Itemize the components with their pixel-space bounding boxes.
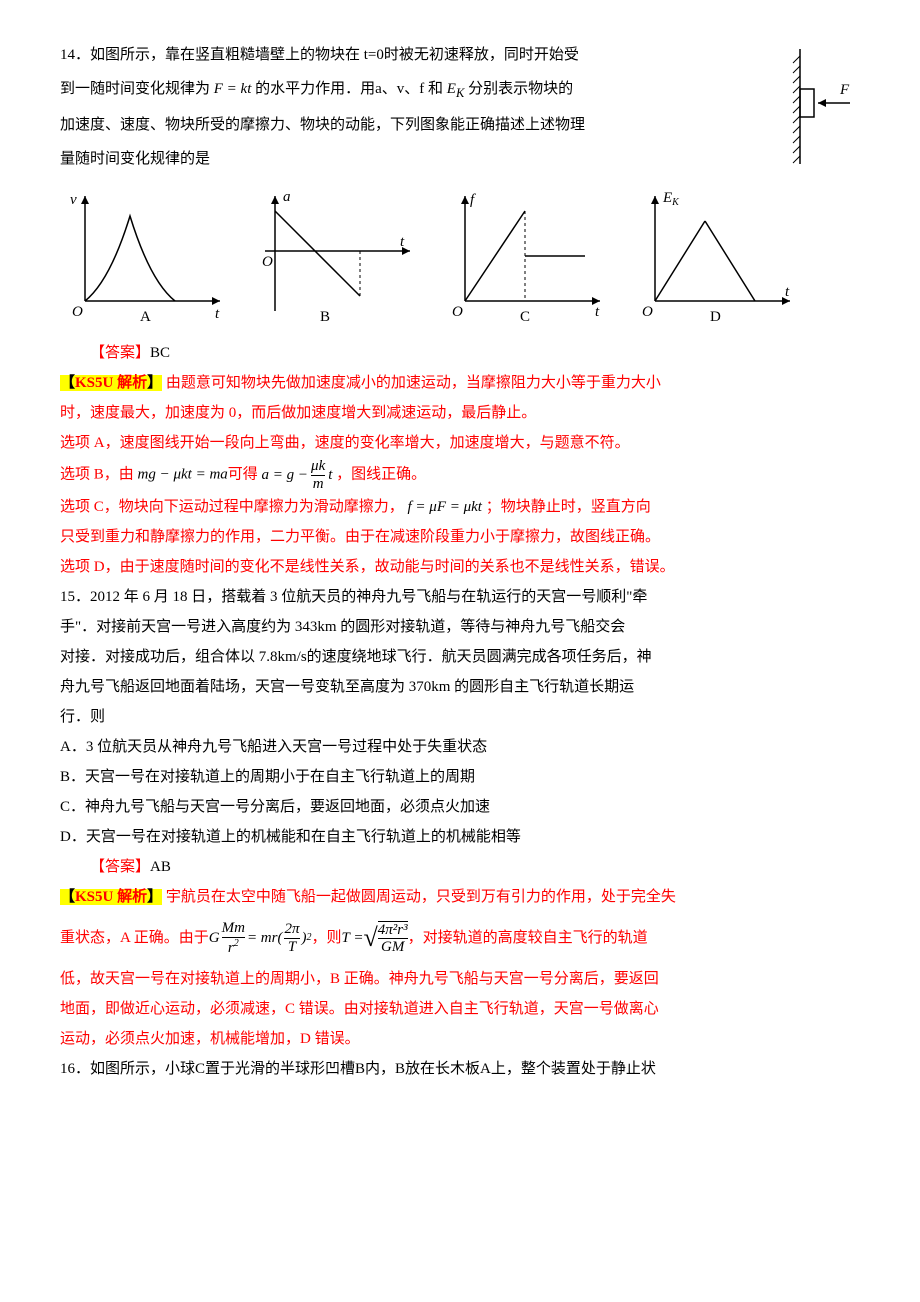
q14-analysis-line3: 选项 A，速度图线开始一段向上弯曲，速度的变化率增大，加速度增大，与题意不符。 — [60, 428, 860, 458]
q15-option-a: A．3 位航天员从神舟九号飞船进入天宫一号过程中处于失重状态 — [60, 732, 860, 762]
answer-label: 【答案】 — [90, 345, 150, 361]
svg-text:t: t — [215, 306, 220, 322]
svg-text:A: A — [140, 309, 151, 325]
q15-answer: 【答案】AB — [60, 852, 860, 882]
q15-line1: 15．2012 年 6 月 18 日，搭载着 3 位航天员的神舟九号飞船与在轨运… — [60, 582, 860, 612]
graph-b: a t O B — [250, 186, 420, 326]
q15-analysis-line4: 地面，即做近心运动，必须减速，C 错误。由对接轨道进入自主飞行轨道，天宫一号做离… — [60, 994, 860, 1024]
q15-analysis-line5: 运动，必须点火加速，机械能增加，D 错误。 — [60, 1024, 860, 1054]
graph-d: EK t O D — [630, 186, 800, 326]
svg-text:C: C — [520, 309, 530, 325]
q16-number: 16． — [60, 1061, 90, 1077]
question-14: F 14．如图所示，靠在竖直粗糙墙壁上的物块在 t=0时被无初速释放，同时开始受… — [60, 40, 860, 178]
svg-text:a: a — [283, 189, 291, 205]
q14-graphs: v t O A a t O B f t O C EK — [60, 186, 860, 326]
q14-line1: 14．如图所示，靠在竖直粗糙墙壁上的物块在 t=0时被无初速释放，同时开始受 — [60, 40, 860, 70]
svg-text:O: O — [452, 304, 463, 320]
q14-text: 如图所示，靠在竖直粗糙墙壁上的物块在 t=0时被无初速释放，同时开始受 — [90, 47, 579, 63]
analysis-label: KS5U 解析 — [75, 375, 147, 391]
answer-value: BC — [150, 345, 170, 361]
svg-text:t: t — [595, 304, 600, 320]
q15-analysis-line1: 【KS5U 解析】 宇航员在太空中随飞船一起做圆周运动，只受到万有引力的作用，处… — [60, 882, 860, 912]
q16-line1: 16．如图所示，小球C置于光滑的半球形凹槽B内，B放在长木板A上，整个装置处于静… — [60, 1054, 860, 1084]
q15-option-b: B．天宫一号在对接轨道上的周期小于在自主飞行轨道上的周期 — [60, 762, 860, 792]
svg-text:EK: EK — [662, 190, 680, 208]
q14-analysis-line5: 选项 C，物块向下运动过程中摩擦力为滑动摩擦力， f = μF = μkt ；物… — [60, 492, 860, 522]
q14-analysis-line1: 【KS5U 解析】 由题意可知物块先做加速度减小的加速运动，当摩擦阻力大小等于重… — [60, 368, 860, 398]
answer-value: AB — [150, 859, 171, 875]
svg-text:f: f — [470, 192, 476, 208]
q14-analysis-line6: 只受到重力和静摩擦力的作用，二力平衡。由于在减速阶段重力小于摩擦力，故图线正确。 — [60, 522, 860, 552]
svg-text:O: O — [72, 304, 83, 320]
q15-option-c: C．神舟九号飞船与天宫一号分离后，要返回地面，必须点火加速 — [60, 792, 860, 822]
svg-text:F: F — [839, 82, 850, 98]
q14-line4: 量随时间变化规律的是 — [60, 144, 860, 174]
svg-text:t: t — [400, 234, 405, 250]
answer-label: 【答案】 — [90, 859, 150, 875]
svg-text:t: t — [785, 284, 790, 300]
q14-analysis-line7: 选项 D，由于速度随时间的变化不是线性关系，故动能与时间的关系也不是线性关系，错… — [60, 552, 860, 582]
formula-gravity: G Mm r2 = mr( 2π T )2 — [209, 920, 312, 956]
q14-analysis-line2: 时，速度最大，加速度为 0，而后做加速度增大到减速运动，最后静止。 — [60, 398, 860, 428]
svg-text:O: O — [262, 254, 273, 270]
graph-c: f t O C — [440, 186, 610, 326]
q15-line5: 行．则 — [60, 702, 860, 732]
svg-text:D: D — [710, 309, 721, 325]
q15-option-d: D．天宫一号在对接轨道上的机械能和在自主飞行轨道上的机械能相等 — [60, 822, 860, 852]
q15-analysis-line2: 重状态，A 正确。由于 G Mm r2 = mr( 2π T )2 ，则 T =… — [60, 912, 860, 964]
svg-text:O: O — [642, 304, 653, 320]
q15-analysis-line3: 低，故天宫一号在对接轨道上的周期小，B 正确。神舟九号飞船与天宫一号分离后，要返… — [60, 964, 860, 994]
q14-line3: 加速度、速度、物块所受的摩擦力、物块的动能，下列图象能正确描述上述物理 — [60, 110, 860, 140]
analysis-label: KS5U 解析 — [75, 889, 147, 905]
q14-analysis-line4: 选项 B，由 mg − μkt = ma可得 a = g −μkmt ，图线正确… — [60, 458, 860, 492]
q14-line2: 到一随时间变化规律为 F = kt 的水平力作用．用a、v、f 和 EK 分别表… — [60, 74, 860, 106]
q15-line3: 对接．对接成功后，组合体以 7.8km/s的速度绕地球飞行．航天员圆满完成各项任… — [60, 642, 860, 672]
q15-line4: 舟九号飞船返回地面着陆场，天宫一号变轨至高度为 370km 的圆形自主飞行轨道长… — [60, 672, 860, 702]
formula-period: T = √ 4π²r³ GM — [342, 912, 408, 964]
q15-line2: 手"．对接前天宫一号进入高度约为 343km 的圆形对接轨道，等待与神舟九号飞船… — [60, 612, 860, 642]
q15-number: 15． — [60, 589, 90, 605]
svg-text:B: B — [320, 309, 330, 325]
q14-side-diagram: F — [790, 44, 860, 174]
q14-number: 14． — [60, 47, 90, 63]
svg-text:v: v — [70, 192, 77, 208]
graph-a: v t O A — [60, 186, 230, 326]
q14-answer: 【答案】BC — [60, 338, 860, 368]
